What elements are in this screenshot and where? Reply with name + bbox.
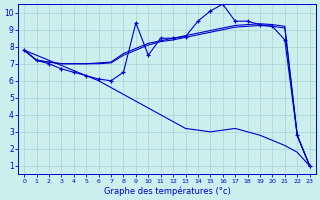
X-axis label: Graphe des températures (°c): Graphe des températures (°c) [104,186,230,196]
